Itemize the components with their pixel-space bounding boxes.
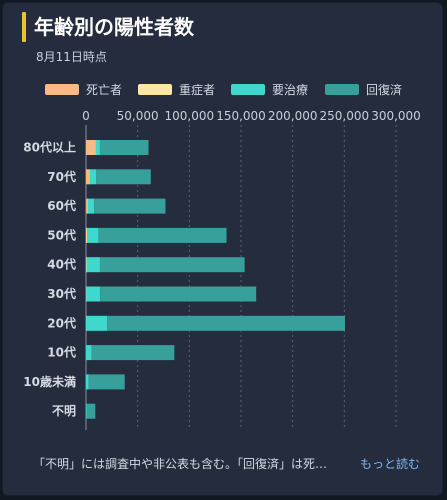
x-tick-label: 50,000	[117, 109, 159, 123]
bar-segment-severe[interactable]	[86, 198, 88, 214]
y-category-label: 50代	[47, 227, 76, 242]
bar-segment-recovered[interactable]	[100, 286, 257, 302]
bar-segment-treatment[interactable]	[95, 140, 100, 155]
x-tick-label: 200,000	[268, 109, 318, 123]
as-of-date: 8月11日時点	[36, 50, 107, 64]
bar-segment-recovered[interactable]	[91, 345, 175, 361]
y-category-label: 40代	[47, 257, 76, 272]
chart-card: 年齢別の陽性者数 8月11日時点 死亡者 重症者 要治療 回復済 「不明」には調…	[2, 2, 443, 496]
legend-label-severe: 重症者	[179, 83, 216, 97]
bar-segment-recovered[interactable]	[96, 169, 151, 185]
y-category-label: 30代	[47, 286, 76, 301]
bar-segment-deceased[interactable]	[86, 198, 87, 214]
legend-swatch-recovered	[325, 84, 359, 95]
footer-note: 「不明」には調査中や非公表も含む。「回復済」は死…	[33, 457, 328, 471]
bar-segment-deceased[interactable]	[86, 227, 87, 243]
y-category-label: 10代	[47, 345, 76, 360]
bar-segment-treatment[interactable]	[86, 345, 92, 361]
bar-segment-treatment[interactable]	[89, 169, 97, 185]
bar-segment-treatment[interactable]	[86, 257, 100, 273]
legend-item-severe[interactable]: 重症者	[138, 81, 215, 98]
bar-segment-severe[interactable]	[86, 227, 88, 243]
y-category-label: 10歳未満	[23, 374, 76, 389]
x-tick-label: 100,000	[165, 109, 215, 123]
bar-segment-recovered[interactable]	[107, 315, 345, 331]
y-category-label: 70代	[47, 169, 76, 184]
bar-segment-treatment[interactable]	[87, 198, 95, 214]
legend-swatch-severe	[138, 84, 172, 95]
bar-segment-recovered[interactable]	[99, 257, 245, 273]
bar-segment-treatment[interactable]	[86, 374, 89, 390]
bar-segment-severe[interactable]	[89, 169, 90, 185]
x-tick-label: 0	[82, 109, 90, 123]
chart-title: 年齢別の陽性者数	[34, 15, 194, 39]
bar-segment-treatment[interactable]	[86, 315, 108, 331]
legend-item-deceased[interactable]: 死亡者	[45, 81, 122, 98]
bar-segment-recovered[interactable]	[88, 374, 125, 390]
bar-segment-deceased[interactable]	[86, 140, 96, 155]
legend-swatch-deceased	[45, 84, 79, 95]
y-category-label: 80代以上	[23, 140, 76, 155]
legend-item-treatment[interactable]: 要治療	[231, 81, 308, 98]
legend-swatch-treatment	[231, 84, 265, 95]
bar-segment-deceased[interactable]	[86, 169, 90, 185]
legend-label-recovered: 回復済	[366, 83, 403, 97]
bar-segment-treatment[interactable]	[87, 227, 99, 243]
legend-label-deceased: 死亡者	[86, 83, 123, 97]
y-category-label: 60代	[47, 198, 76, 213]
bar-segment-recovered[interactable]	[98, 227, 227, 243]
bar-segment-treatment[interactable]	[86, 286, 101, 302]
read-more-link[interactable]: もっと読む	[360, 457, 421, 471]
bar-chart: 0 50,000 100,000 150,000 200,000 250,000 300,0…	[23, 109, 421, 430]
legend-item-recovered[interactable]: 回復済	[325, 81, 402, 98]
bar-segment-recovered[interactable]	[86, 403, 96, 419]
y-category-label: 不明	[52, 404, 76, 418]
bar-segment-recovered[interactable]	[99, 140, 149, 155]
bar-segment-severe[interactable]	[95, 140, 97, 155]
legend-label-treatment: 要治療	[272, 83, 309, 97]
chart-legend: 死亡者 重症者 要治療 回復済	[45, 81, 415, 99]
y-category-label: 20代	[47, 315, 76, 330]
bar-segment-recovered[interactable]	[94, 198, 166, 214]
x-tick-label: 150,000	[216, 109, 266, 123]
x-tick-label: 300,000	[371, 109, 421, 123]
title-accent-bar	[22, 12, 26, 42]
bar-segment-treatment[interactable]	[86, 403, 87, 419]
x-tick-label: 250,000	[320, 109, 370, 123]
